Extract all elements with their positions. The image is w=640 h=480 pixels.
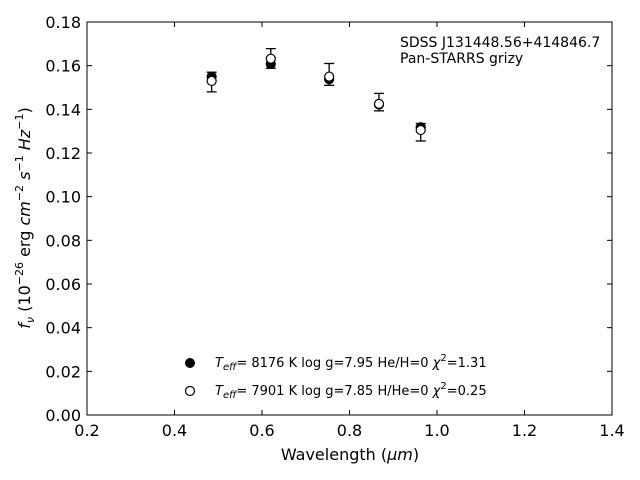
legend-entry-model-2: Teff= 7901 K log g=7.85 H/He=0 χ2=0.25 <box>215 381 487 401</box>
point-open-1 <box>265 53 276 64</box>
x-tick-label-6: 1.4 <box>599 421 624 440</box>
survey-annotation: Pan-STARRS grizy <box>400 51 523 67</box>
point-open-0 <box>206 75 217 87</box>
point-open-4 <box>415 124 426 136</box>
y-tick-label-2: 0.04 <box>45 319 81 338</box>
x-tick-label-3: 0.8 <box>337 421 362 440</box>
point-open-2 <box>324 71 335 82</box>
object-name-annotation: SDSS J131448.56+414846.7 <box>400 35 600 51</box>
x-tick-label-0: 0.2 <box>74 421 99 440</box>
y-tick-label-6: 0.12 <box>45 144 81 163</box>
y-tick-label-5: 0.10 <box>45 188 81 207</box>
legend: Teff= 8176 K log g=7.95 He/H=0 χ2=1.31 T… <box>184 353 487 401</box>
y-axis-label: fν (10−26 erg cm−2 s−1 Hz−1) <box>13 107 37 328</box>
y-tick-label-0: 0.00 <box>45 406 81 425</box>
axis-ticks <box>86 21 613 416</box>
x-tick-label-4: 1.0 <box>424 421 449 440</box>
legend-entry-model-1: Teff= 8176 K log g=7.95 He/H=0 χ2=1.31 <box>215 353 487 373</box>
y-tick-label-4: 0.08 <box>45 231 81 250</box>
point-open-3 <box>373 98 385 109</box>
x-tick-label-5: 1.2 <box>512 421 537 440</box>
x-tick-labels: 0.2 0.4 0.6 0.8 1.0 1.2 1.4 <box>74 421 624 440</box>
x-tick-label-1: 0.4 <box>162 421 187 440</box>
x-axis-label: Wavelength (μm) <box>281 445 419 464</box>
model-points <box>206 53 426 136</box>
y-tick-label-1: 0.02 <box>45 362 81 381</box>
y-tick-label-8: 0.16 <box>45 57 81 76</box>
y-tick-label-9: 0.18 <box>45 13 81 32</box>
legend-marker-open <box>184 385 196 397</box>
y-tick-label-3: 0.06 <box>45 275 81 294</box>
legend-marker-filled <box>185 358 195 368</box>
x-tick-label-2: 0.6 <box>249 421 274 440</box>
y-tick-label-7: 0.14 <box>45 100 81 119</box>
observed-error-bars <box>206 47 426 142</box>
y-tick-labels: 0.00 0.02 0.04 0.06 0.08 0.10 0.12 0.14 0.16 0.18 <box>45 13 81 425</box>
